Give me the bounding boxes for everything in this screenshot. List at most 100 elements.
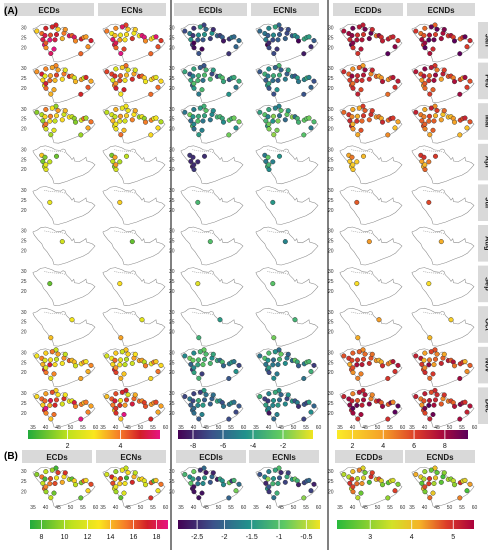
station-point-jan-2-12 [202,32,207,37]
station-point-feb-0-25 [86,85,91,90]
station-point-feb-4-22 [363,68,368,73]
station-point-mar-2-26 [227,133,232,138]
panelb-station-4-8 [351,485,356,490]
station-point-dec-2-20 [232,400,237,405]
station-point-mar-0-5 [44,127,49,132]
station-point-nov-0-8 [44,366,49,371]
panelb-header-ecns: ECNs [120,453,142,462]
station-point-dec-5-5 [423,411,428,416]
panelb-station-3-13 [283,480,288,485]
station-point-mar-3-25 [309,126,314,131]
station-point-nov-2-23 [211,352,216,357]
station-point-mar-5-20 [463,116,468,121]
station-point-jan-0-5 [44,45,49,50]
station-point-aug-3-13 [283,239,288,244]
station-point-feb-0-29 [50,65,55,70]
station-point-dec-2-7 [200,412,205,417]
station-point-feb-2-6 [197,92,202,97]
station-point-jan-4-29 [357,25,362,30]
station-point-mar-1-21 [159,120,164,125]
station-point-nov-1-8 [114,366,119,371]
panelb-station-2-25 [234,488,239,493]
month-strip-feb: Feb [484,74,488,88]
station-point-nov-1-10 [118,358,123,363]
xtick-a-1-60: 60 [163,425,169,431]
station-point-jan-0-0 [35,29,40,34]
ytick-jul-2-20: 20 [169,208,175,214]
station-point-nov-1-28 [114,351,119,356]
map-sep-5-coastline [412,268,474,306]
ytick-jul-0-30: 30 [21,188,27,194]
station-point-jan-1-8 [114,41,119,46]
station-point-feb-2-12 [202,73,207,78]
station-point-mar-4-6 [356,132,361,137]
ytick-nov-4-20: 20 [328,370,334,376]
station-point-feb-1-8 [114,81,119,86]
station-point-jan-0-22 [56,27,61,32]
panelb-station-5-9 [427,481,432,486]
station-point-feb-2-24 [221,79,226,84]
station-point-mar-5-22 [435,108,440,113]
month-strip-dec: Dec [484,399,488,413]
xtick-a-3-60: 60 [316,425,322,431]
station-point-mar-5-13 [439,118,444,123]
station-point-feb-2-23 [211,68,216,73]
map-oct-5-coastline [412,308,474,346]
panelb-xtick-3-40: 40 [266,505,272,511]
map-aug-5-border [423,231,444,234]
station-point-nov-2-28 [192,351,197,356]
station-point-jan-3-29 [273,25,278,30]
station-point-mar-3-26 [302,133,307,138]
station-point-mar-4-5 [351,127,356,132]
station-point-feb-3-0 [258,69,263,74]
station-point-jan-3-10 [271,33,276,38]
station-point-jan-5-23 [442,27,447,32]
header-ecdds: ECDDs [354,6,382,15]
station-point-jan-1-26 [149,51,154,56]
station-point-nov-0-21 [89,363,94,368]
map-aug-0-coastline [33,227,95,265]
station-point-jan-3-0 [258,29,263,34]
station-point-mar-5-0 [414,110,419,115]
station-point-mar-0-28 [44,107,49,112]
station-point-mar-0-29 [50,106,55,111]
station-point-mar-0-26 [79,133,84,138]
station-point-jan-1-7 [122,47,127,52]
station-point-jan-0-28 [44,26,49,31]
station-point-dec-4-8 [351,406,356,411]
station-point-nov-1-2 [113,358,118,363]
map-apr-1-coastline [103,146,165,184]
station-point-dec-2-8 [192,406,197,411]
station-point-feb-4-9 [355,78,360,83]
panelb-station-1-8 [114,485,119,490]
panelb-station-3-25 [309,488,314,493]
month-strip-sep: Sep [484,277,488,291]
station-point-dec-5-25 [465,410,470,415]
ytick-jul-0-25: 25 [21,198,27,204]
station-point-mar-1-22 [126,108,131,113]
station-point-jan-4-5 [351,45,356,50]
panelb-ytick-0-20: 20 [21,489,27,495]
station-point-feb-5-26 [458,92,463,97]
ytick-nov-2-25: 25 [169,360,175,366]
station-point-jan-3-13 [283,36,288,41]
header-ecnis: ECNIs [273,6,297,15]
station-point-mar-3-7 [275,128,280,133]
station-point-nov-5-24 [452,364,457,369]
station-point-jan-2-21 [237,38,242,43]
station-point-apr-0-12 [54,154,59,159]
station-point-dec-3-25 [309,410,314,415]
station-point-dec-2-10 [196,398,201,403]
station-point-jan-2-20 [232,35,237,40]
station-point-apr-4-8 [351,163,356,168]
ytick-aug-2-20: 20 [169,248,175,254]
station-point-nov-5-22 [435,352,440,357]
station-point-dec-4-26 [386,417,391,422]
station-point-mar-1-29 [120,106,125,111]
station-point-feb-4-20 [391,75,396,80]
ytick-feb-4-25: 25 [328,76,334,82]
station-point-mar-2-25 [234,126,239,131]
station-point-oct-2-6 [197,335,202,340]
panelb-xtick-1-55: 55 [150,505,156,511]
station-point-nov-3-29 [273,349,278,354]
